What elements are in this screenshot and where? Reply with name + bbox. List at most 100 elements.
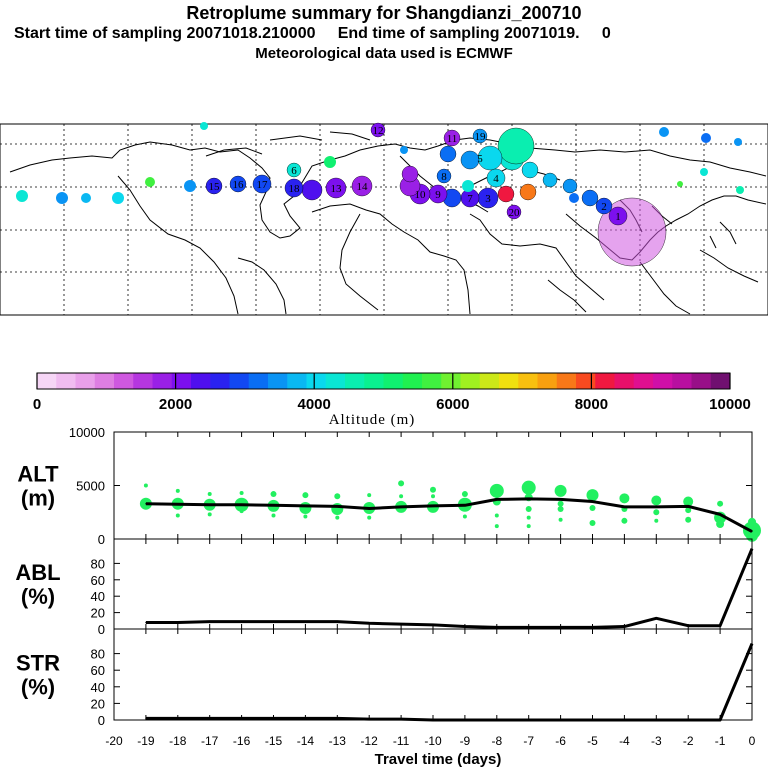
plume-dot: [351, 175, 373, 197]
colorbar-swatch: [75, 373, 96, 389]
colorbar-swatch: [345, 373, 365, 389]
data-point: [304, 717, 306, 719]
plume-dot: [497, 127, 535, 165]
plume-dot: [497, 185, 515, 203]
data-point: [336, 717, 338, 719]
x-tick-label: -9: [460, 734, 471, 748]
altitude-cluster-dot: [526, 515, 531, 520]
y-tick-label: 80: [91, 647, 105, 662]
colorbar-swatch: [499, 373, 519, 389]
data-point: [751, 548, 753, 550]
altitude-cluster-dot: [683, 496, 694, 507]
marker-number: 6: [291, 165, 297, 177]
plume-dot: [286, 162, 302, 178]
colorbar-swatch: [672, 373, 692, 389]
altitude-cluster-dot: [207, 492, 212, 497]
data-point: [591, 500, 594, 503]
x-tick-label: -20: [105, 734, 123, 748]
altitude-cluster-dot: [494, 524, 499, 529]
x-tick-label: -12: [361, 734, 379, 748]
data-point: [623, 506, 626, 508]
colorbar-swatch: [479, 373, 500, 389]
y-tick-label: 60: [91, 573, 105, 588]
altitude-cluster-dot: [367, 493, 372, 498]
x-tick-label: -8: [491, 734, 502, 748]
plume-dot: [460, 150, 480, 170]
plume-dot: [112, 192, 124, 204]
altitude-cluster-dot: [399, 494, 404, 499]
data-point: [591, 626, 594, 628]
colorbar-swatch: [248, 373, 269, 389]
data-point: [368, 622, 370, 624]
data-point: [400, 623, 402, 625]
data-point: [272, 504, 275, 506]
data-point: [209, 621, 211, 623]
marker-number: 2: [601, 201, 607, 213]
colorbar-swatch: [287, 373, 307, 389]
altitude-cluster-dot: [430, 486, 436, 493]
plume-dot: [506, 204, 522, 220]
marker-number: 11: [447, 133, 458, 145]
altitude-cluster-dot: [525, 506, 532, 513]
met-data-note: Meteorological data used is ECMWF: [255, 45, 513, 62]
colorbar-swatch: [268, 373, 288, 389]
altitude-cluster-dot: [748, 517, 756, 526]
plume-dot: [562, 178, 578, 194]
plume-dot: [443, 129, 461, 147]
data-point: [272, 621, 275, 623]
colorbar-swatch: [325, 373, 346, 389]
data-point: [719, 719, 721, 721]
altitude-cluster-dot: [621, 517, 628, 524]
data-point: [687, 625, 689, 627]
x-tick-label: -10: [424, 734, 442, 748]
marker-number: 14: [357, 181, 369, 193]
altitude-colorbar: 0 2000 4000 6000 8000 10000: [33, 372, 751, 413]
marker-number: 3: [485, 193, 491, 205]
x-tick-label: -15: [265, 734, 283, 748]
timeseries-panels: 0500010000ALT(m)020406080ABL(%)020406080…: [15, 425, 761, 748]
colorbar-tick-label: 0: [33, 396, 41, 413]
data-point: [496, 626, 498, 628]
altitude-cluster-dot: [651, 495, 662, 506]
series-line: [145, 548, 754, 629]
data-point: [336, 621, 338, 623]
x-tick-label: 0: [749, 734, 756, 748]
marker-number: 13: [331, 183, 343, 195]
data-point: [496, 719, 498, 721]
marker-number: 10: [415, 189, 427, 201]
series-line: [145, 643, 754, 722]
data-point: [400, 718, 402, 720]
data-point: [591, 719, 594, 721]
colorbar-swatch: [383, 373, 404, 389]
colorbar-swatch: [691, 373, 712, 389]
x-tick-label: -16: [233, 734, 251, 748]
y-tick-label: 80: [91, 556, 105, 571]
x-tick-label: -1: [715, 734, 726, 748]
altitude-cluster-dot: [462, 514, 467, 519]
plume-dot: [569, 193, 579, 203]
data-point: [560, 626, 562, 628]
colorbar-swatch: [441, 373, 461, 389]
plume-dot: [701, 133, 711, 143]
plume-dot: [519, 183, 537, 201]
altitude-cluster-dot: [586, 489, 599, 502]
altitude-cluster-dot: [175, 488, 180, 493]
marker-number: 20: [509, 207, 521, 219]
marker-number: 12: [373, 125, 384, 137]
altitude-cluster-dot: [685, 516, 692, 523]
colorbar-swatch: [518, 373, 538, 389]
altitude-cluster-dot: [207, 512, 212, 517]
data-point: [177, 621, 179, 624]
data-point: [432, 624, 434, 626]
y-tick-label: 60: [91, 663, 105, 678]
y-tick-label: 10000: [69, 425, 105, 440]
series-line: [145, 497, 753, 533]
altitude-cluster-dot: [589, 519, 596, 526]
marker-number: 15: [209, 181, 221, 193]
colorbar-tick-label: 4000: [298, 396, 331, 413]
marker-number: 8: [441, 171, 447, 183]
altitude-cluster-dot: [489, 483, 504, 498]
x-tick-label: -7: [523, 734, 534, 748]
x-tick-label: -2: [683, 734, 694, 748]
